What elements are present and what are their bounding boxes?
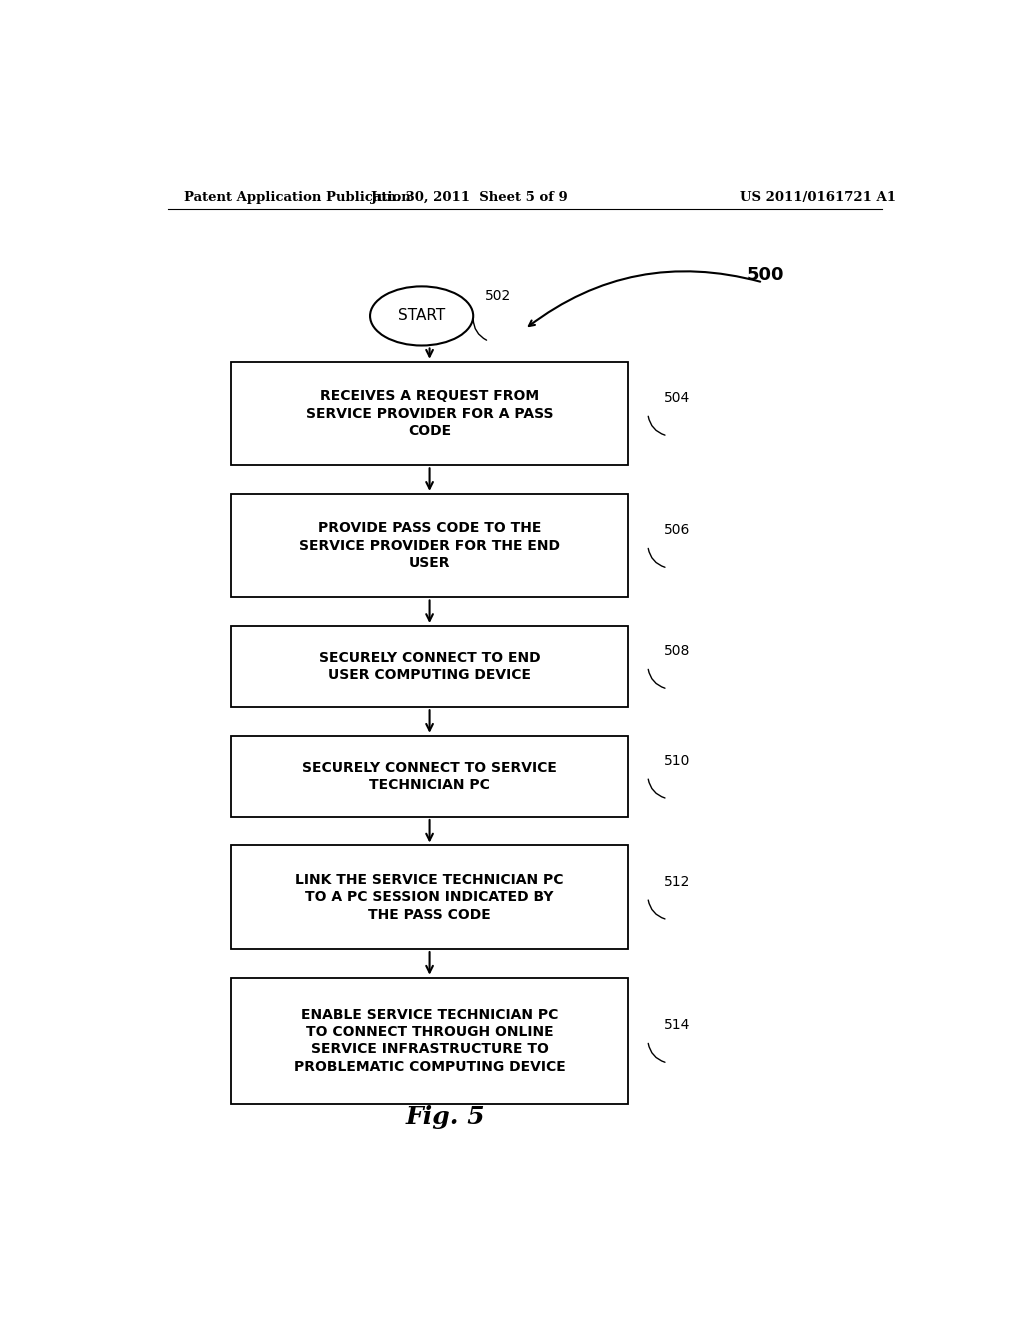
- Text: SECURELY CONNECT TO END
USER COMPUTING DEVICE: SECURELY CONNECT TO END USER COMPUTING D…: [318, 651, 541, 682]
- Text: Patent Application Publication: Patent Application Publication: [183, 190, 411, 203]
- Text: 506: 506: [664, 524, 690, 537]
- Text: 510: 510: [664, 754, 690, 768]
- FancyBboxPatch shape: [231, 846, 628, 949]
- Text: START: START: [398, 309, 445, 323]
- Text: Jun. 30, 2011  Sheet 5 of 9: Jun. 30, 2011 Sheet 5 of 9: [371, 190, 567, 203]
- Text: SECURELY CONNECT TO SERVICE
TECHNICIAN PC: SECURELY CONNECT TO SERVICE TECHNICIAN P…: [302, 760, 557, 792]
- Text: 502: 502: [485, 289, 511, 302]
- Text: LINK THE SERVICE TECHNICIAN PC
TO A PC SESSION INDICATED BY
THE PASS CODE: LINK THE SERVICE TECHNICIAN PC TO A PC S…: [295, 873, 564, 921]
- FancyBboxPatch shape: [231, 735, 628, 817]
- Text: 508: 508: [664, 644, 690, 659]
- Text: US 2011/0161721 A1: US 2011/0161721 A1: [740, 190, 896, 203]
- Text: 512: 512: [664, 875, 690, 890]
- FancyBboxPatch shape: [231, 362, 628, 466]
- Text: 500: 500: [748, 267, 784, 284]
- Text: 504: 504: [664, 391, 690, 405]
- Text: Fig. 5: Fig. 5: [406, 1105, 485, 1129]
- FancyBboxPatch shape: [231, 626, 628, 708]
- FancyBboxPatch shape: [231, 494, 628, 598]
- Text: ENABLE SERVICE TECHNICIAN PC
TO CONNECT THROUGH ONLINE
SERVICE INFRASTRUCTURE TO: ENABLE SERVICE TECHNICIAN PC TO CONNECT …: [294, 1007, 565, 1073]
- Text: 514: 514: [664, 1019, 690, 1032]
- Text: RECEIVES A REQUEST FROM
SERVICE PROVIDER FOR A PASS
CODE: RECEIVES A REQUEST FROM SERVICE PROVIDER…: [306, 389, 553, 438]
- FancyBboxPatch shape: [231, 978, 628, 1104]
- Text: PROVIDE PASS CODE TO THE
SERVICE PROVIDER FOR THE END
USER: PROVIDE PASS CODE TO THE SERVICE PROVIDE…: [299, 521, 560, 570]
